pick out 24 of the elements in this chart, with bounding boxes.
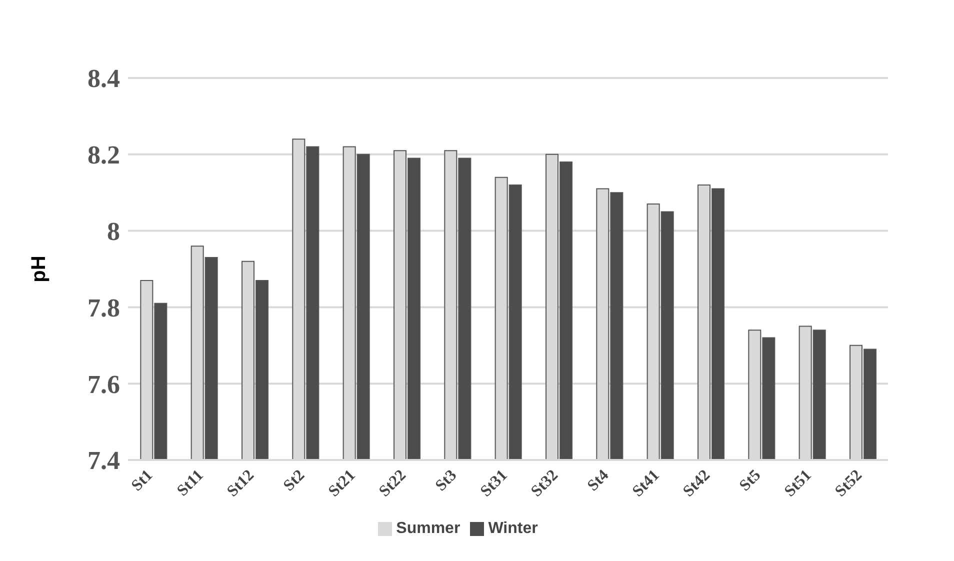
- x-tick-label: St41: [629, 466, 663, 500]
- x-tick-label: St32: [528, 466, 562, 500]
- legend-label: Summer: [396, 520, 460, 537]
- y-tick-label: 7.6: [88, 370, 120, 399]
- x-tick-label: St31: [477, 466, 511, 500]
- y-tick-label: 7.4: [88, 446, 120, 476]
- y-tick-label: 7.8: [88, 293, 120, 322]
- x-tick-label: St5: [736, 466, 764, 495]
- x-tick-label: St51: [781, 466, 815, 500]
- y-tick-label: 8: [107, 217, 120, 246]
- y-tick-label: 8.2: [88, 140, 120, 170]
- x-tick-label: St3: [432, 466, 460, 495]
- x-tick-label: St42: [680, 466, 714, 500]
- x-tick-label: St1: [128, 466, 156, 495]
- x-tick-label: St22: [376, 466, 410, 500]
- x-tick-label: St12: [224, 466, 258, 500]
- x-tick-label: St2: [280, 466, 308, 495]
- y-axis-title: pH: [28, 256, 50, 282]
- x-tick-label: St21: [325, 466, 359, 500]
- x-tick-label: St11: [174, 466, 207, 500]
- y-tick-label: 8.4: [88, 64, 120, 94]
- x-tick-label: St52: [832, 466, 866, 500]
- legend-label: Winter: [488, 520, 538, 537]
- x-tick-label: St4: [584, 466, 612, 495]
